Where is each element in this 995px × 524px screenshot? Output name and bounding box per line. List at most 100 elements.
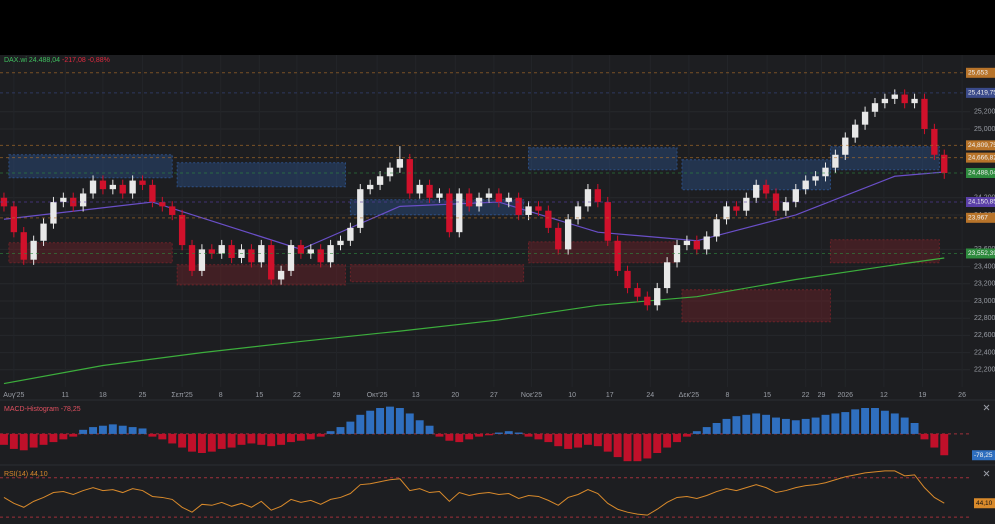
macd-bar: [405, 413, 414, 434]
candle-body: [495, 193, 503, 203]
x-tick-label: 27: [490, 392, 498, 399]
candle-body: [149, 184, 156, 203]
macd-bar: [376, 408, 385, 434]
candle-body: [268, 245, 275, 280]
y-tick-label: 22,400: [974, 349, 995, 356]
candle-body: [386, 167, 394, 177]
price-label: 24,809,75: [968, 142, 995, 149]
close-icon[interactable]: [983, 404, 990, 411]
candle-body: [178, 214, 186, 246]
candle-body: [317, 249, 324, 263]
candle-body: [248, 249, 255, 263]
candle-body: [654, 288, 661, 306]
x-tick-label: 17: [606, 392, 614, 399]
macd-bar: [445, 433, 454, 441]
candle-body: [713, 219, 720, 237]
macd-bar: [791, 420, 800, 434]
price-change: -217,08 -0,88%: [62, 57, 110, 64]
macd-bar: [524, 433, 533, 437]
candle-body: [624, 270, 631, 289]
price-label: 24,488,04: [968, 170, 995, 177]
candle-body: [159, 202, 166, 207]
macd-bar: [197, 433, 206, 453]
macd-bar: [188, 433, 196, 452]
candle-body: [673, 245, 681, 263]
price-label: 23,552,39: [968, 250, 995, 257]
macd-bar: [277, 433, 286, 445]
zone: [176, 162, 346, 188]
macd-bar: [435, 433, 444, 437]
candle-body: [505, 197, 512, 203]
price-label-bg: [966, 212, 995, 223]
zone: [829, 146, 940, 171]
x-tick-label: 22: [802, 392, 810, 399]
candle-body: [287, 245, 295, 271]
macd-bar: [871, 408, 879, 434]
macd-last: -78,25: [61, 406, 81, 413]
y-tick-label: 25,200: [974, 109, 995, 116]
candle-body: [723, 206, 730, 220]
price-label-bg: [966, 197, 995, 208]
symbol-name: DAX.wi: [4, 57, 27, 64]
rsi-label: RSI(14): [4, 471, 28, 478]
macd-label: MACD-Histogram: [4, 406, 59, 413]
moving-average: [3, 257, 945, 385]
plot: 22,200 22,400 22,600 22,800 23,000 23,200 23,4…: [0, 55, 995, 518]
macd-bar: [772, 417, 780, 434]
macd-bar: [247, 433, 256, 444]
macd-bar: [178, 433, 187, 448]
macd-bar: [39, 433, 48, 445]
macd-bar: [415, 420, 424, 434]
macd-bar: [306, 433, 315, 440]
candle-body: [50, 202, 57, 224]
x-tick-label: 8: [726, 392, 730, 399]
candle-body: [852, 124, 859, 138]
candle-body: [812, 176, 819, 181]
x-tick-label: 13: [412, 392, 420, 399]
candle-body: [465, 193, 473, 207]
candle-body: [634, 288, 641, 297]
macd-bar: [593, 433, 602, 447]
candle-body: [60, 197, 67, 203]
candle-body: [109, 184, 117, 190]
candle-body: [832, 154, 839, 168]
candle-body: [376, 176, 384, 185]
candle-body: [802, 180, 809, 190]
candle-body: [139, 180, 146, 185]
zone: [829, 239, 940, 264]
x-tick-label: Οκτ'25: [367, 392, 388, 399]
macd-bar: [386, 406, 394, 434]
candle-body: [258, 245, 265, 263]
candle-body: [208, 249, 215, 254]
x-tick-label: 11: [62, 392, 69, 399]
macd-bar: [673, 433, 681, 443]
chart-bg: [0, 55, 995, 524]
candle-body: [594, 189, 602, 203]
candle-body: [881, 98, 889, 104]
price-label-bg: [966, 248, 995, 259]
close-icon[interactable]: [983, 470, 990, 477]
candle-body: [218, 245, 225, 254]
macd-bar: [207, 433, 216, 452]
zone: [528, 147, 678, 171]
macd-bar: [158, 433, 167, 440]
macd-bar: [29, 433, 38, 448]
candle-body: [901, 94, 908, 104]
macd-bar: [49, 433, 58, 443]
macd-bar: [653, 433, 662, 453]
candle-body: [663, 262, 671, 289]
macd-bar: [583, 433, 592, 445]
macd-bar: [287, 433, 295, 443]
rsi-axis-label: 44,10: [976, 500, 993, 507]
macd-bar: [643, 433, 652, 459]
macd-legend: MACD-Histogram -78,25: [4, 406, 81, 413]
macd-bar: [465, 433, 474, 440]
macd-bar: [831, 413, 840, 434]
price-label-bg: [966, 152, 995, 163]
macd-bar: [851, 409, 860, 434]
macd-bar: [900, 417, 909, 434]
x-tick-label: 26: [958, 392, 966, 399]
macd-bar: [336, 427, 345, 434]
macd-bar: [930, 433, 939, 448]
zone: [8, 154, 173, 179]
